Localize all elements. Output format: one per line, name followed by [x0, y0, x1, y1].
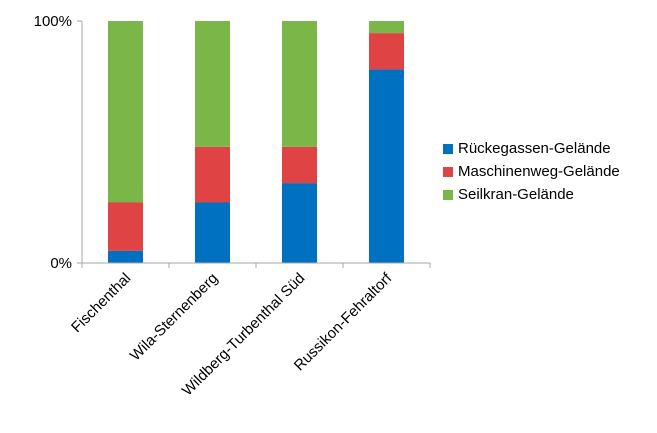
legend-item-rueckegassen: Rückegassen-Gelände	[443, 137, 620, 160]
x-labels-group: FischenthalWila-SternenbergWildberg-Turb…	[68, 269, 396, 399]
y-tick-label-100: 100%	[34, 13, 72, 30]
x-ticks-group	[81, 263, 431, 268]
bar-segment-wildberg-turbenthal-s-d-series-0	[282, 183, 317, 263]
x-tick-label: Fischenthal	[68, 270, 134, 336]
bar-segment-russikon-fehraltorf-series-1	[369, 33, 404, 70]
legend-label: Maschinenweg-Gelände	[458, 163, 620, 180]
legend-label: Seilkran-Gelände	[458, 186, 574, 203]
bar-segment-russikon-fehraltorf-series-0	[369, 69, 404, 264]
legend-swatch	[443, 143, 453, 154]
legend: Rückegassen-Gelände Maschinenweg-Gelände…	[443, 137, 620, 206]
bar-segment-wildberg-turbenthal-s-d-series-1	[282, 146, 317, 184]
legend-swatch	[443, 166, 453, 177]
x-tick-label: Wila-Sternenberg	[127, 270, 222, 365]
bar-segment-wila-sternenberg-series-0	[195, 202, 230, 263]
legend-item-maschinenweg: Maschinenweg-Gelände	[443, 160, 620, 183]
bar-segment-fischenthal-series-2	[108, 21, 143, 203]
bar-segment-russikon-fehraltorf-series-2	[369, 21, 404, 34]
x-tick-label: Russikon-Fehraltorf	[291, 269, 396, 374]
legend-item-seilkran: Seilkran-Gelände	[443, 183, 620, 206]
bar-segment-wila-sternenberg-series-1	[195, 146, 230, 203]
bar-segment-fischenthal-series-1	[108, 202, 143, 251]
legend-swatch	[443, 189, 453, 200]
legend-label: Rückegassen-Gelände	[458, 140, 611, 157]
bar-segment-fischenthal-series-0	[108, 250, 143, 263]
bars-group	[108, 21, 404, 264]
bar-segment-wila-sternenberg-series-2	[195, 21, 230, 147]
bar-segment-wildberg-turbenthal-s-d-series-2	[282, 21, 317, 147]
y-tick-label-0: 0%	[50, 255, 72, 272]
